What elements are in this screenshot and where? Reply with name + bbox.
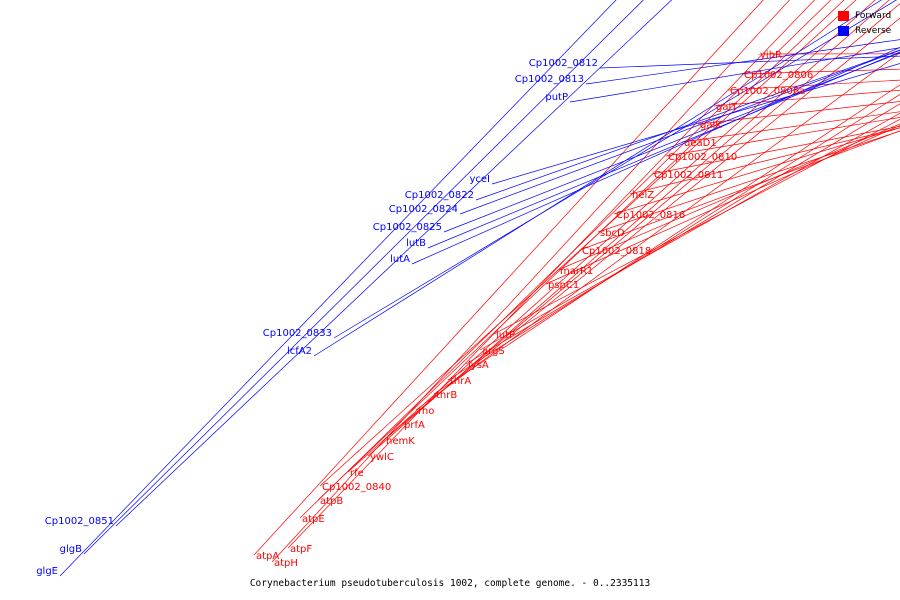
gene-labels: yihR Cp1002_0806 Cp1002_0806a galT galK deaD1… xyxy=(36,50,813,577)
forward-gene-label: galT xyxy=(716,102,738,113)
forward-leader-line xyxy=(367,0,890,457)
forward-gene-label: Cp1002_0806 xyxy=(744,70,813,81)
reverse-leader-line xyxy=(427,51,900,249)
reverse-leader-line xyxy=(569,47,900,103)
label-leader-lines xyxy=(59,0,900,577)
reverse-leader-line xyxy=(599,55,900,69)
forward-gene-label: helZ xyxy=(632,190,654,201)
reverse-gene-label: Cp1002_0851 xyxy=(45,516,114,527)
forward-gene-label: galK xyxy=(700,120,722,131)
forward-gene-label: yihR xyxy=(760,50,782,61)
reverse-leader-line xyxy=(475,49,900,201)
reverse-gene-label: Cp1002_0812 xyxy=(529,58,598,69)
forward-gene-label: deaD1 xyxy=(684,138,717,149)
legend-reverse: Reverse xyxy=(838,23,891,38)
forward-gene-label: thrA xyxy=(450,376,471,387)
forward-leader-line xyxy=(557,123,900,271)
forward-gene-label: rho xyxy=(418,406,434,417)
reverse-swatch xyxy=(838,25,849,36)
reverse-leader-line xyxy=(313,0,882,357)
reverse-gene-label: glgB xyxy=(60,544,82,555)
reverse-leader-line xyxy=(59,0,617,577)
reverse-gene-label: glgE xyxy=(36,566,58,577)
reverse-leader-line xyxy=(83,0,644,555)
reverse-gene-label: Cp1002_0833 xyxy=(263,328,332,339)
forward-gene-label: atpB xyxy=(320,496,343,507)
forward-leader-line xyxy=(545,125,900,285)
forward-gene-label: Cp1002_0818 xyxy=(582,246,651,257)
forward-leader-line xyxy=(317,0,845,501)
forward-gene-label: lysA xyxy=(468,360,489,371)
forward-gene-label: prfA xyxy=(404,420,425,431)
legend-forward-label: Forward xyxy=(855,10,892,21)
forward-leader-line xyxy=(415,52,900,411)
reverse-gene-label: Cp1002_0825 xyxy=(373,222,442,233)
forward-gene-label: Cp1002_0811 xyxy=(654,170,723,181)
forward-leader-line xyxy=(287,0,815,549)
forward-leader-line xyxy=(319,0,857,487)
reverse-gene-label: lutB xyxy=(406,238,426,249)
forward-gene-label: pspC1 xyxy=(548,280,579,291)
forward-leader-line xyxy=(465,103,900,365)
legend-reverse-label: Reverse xyxy=(855,25,892,36)
legend: Forward Reverse xyxy=(838,8,891,38)
reverse-leader-line xyxy=(443,52,900,233)
genome-caption: Corynebacterium pseudotuberculosis 1002,… xyxy=(249,578,651,589)
reverse-gene-label: putP xyxy=(545,92,568,103)
reverse-gene-label: yceI xyxy=(469,174,490,185)
forward-leader-line xyxy=(253,0,764,556)
forward-gene-label: ywlC xyxy=(370,452,394,463)
forward-gene-label: atpH xyxy=(274,558,298,569)
forward-gene-label: marR1 xyxy=(560,266,593,277)
forward-gene-label: Cp1002_0840 xyxy=(322,482,391,493)
forward-gene-label: atpA xyxy=(256,551,279,562)
forward-gene-label: Cp1002_0810 xyxy=(668,152,737,163)
forward-swatch xyxy=(838,10,849,21)
legend-forward: Forward xyxy=(838,8,891,23)
forward-leader-line xyxy=(271,0,790,563)
reverse-leader-line xyxy=(491,63,900,185)
forward-gene-label: Cp1002_0816 xyxy=(616,210,685,221)
forward-leader-line xyxy=(299,0,832,519)
forward-leader-line xyxy=(597,130,900,233)
forward-gene-label: hemK xyxy=(386,436,415,447)
reverse-gene-label: Cp1002_0824 xyxy=(389,204,458,215)
reverse-gene-label: Cp1002_0813 xyxy=(515,74,584,85)
forward-leader-line xyxy=(579,130,900,251)
forward-gene-label: Cp1002_0806a xyxy=(730,86,805,97)
forward-gene-label: atpF xyxy=(290,544,312,555)
reverse-gene-label: Cp1002_0822 xyxy=(405,190,474,201)
forward-gene-label: sbcD xyxy=(600,228,625,239)
forward-leader-line xyxy=(401,17,900,425)
reverse-leader-line xyxy=(411,47,900,265)
reverse-leader-line xyxy=(115,0,673,527)
forward-leader-line xyxy=(383,3,900,441)
reverse-gene-label: lcfA2 xyxy=(287,346,312,357)
forward-gene-label: lutP xyxy=(496,330,515,341)
forward-gene-label: argS xyxy=(482,346,505,357)
forward-gene-label: thrB xyxy=(436,390,457,401)
forward-gene-label: rfe xyxy=(350,468,364,479)
forward-leader-line xyxy=(613,127,900,215)
reverse-leader-line xyxy=(459,49,900,215)
forward-gene-label: atpE xyxy=(302,514,325,525)
forward-leader-line xyxy=(665,117,900,157)
forward-leader-line xyxy=(347,0,876,473)
forward-leader-line xyxy=(447,94,900,381)
forward-leader-line xyxy=(433,84,900,395)
reverse-gene-label: lutA xyxy=(390,254,410,265)
reverse-leader-line xyxy=(585,39,900,85)
reverse-leader-line xyxy=(333,0,898,339)
